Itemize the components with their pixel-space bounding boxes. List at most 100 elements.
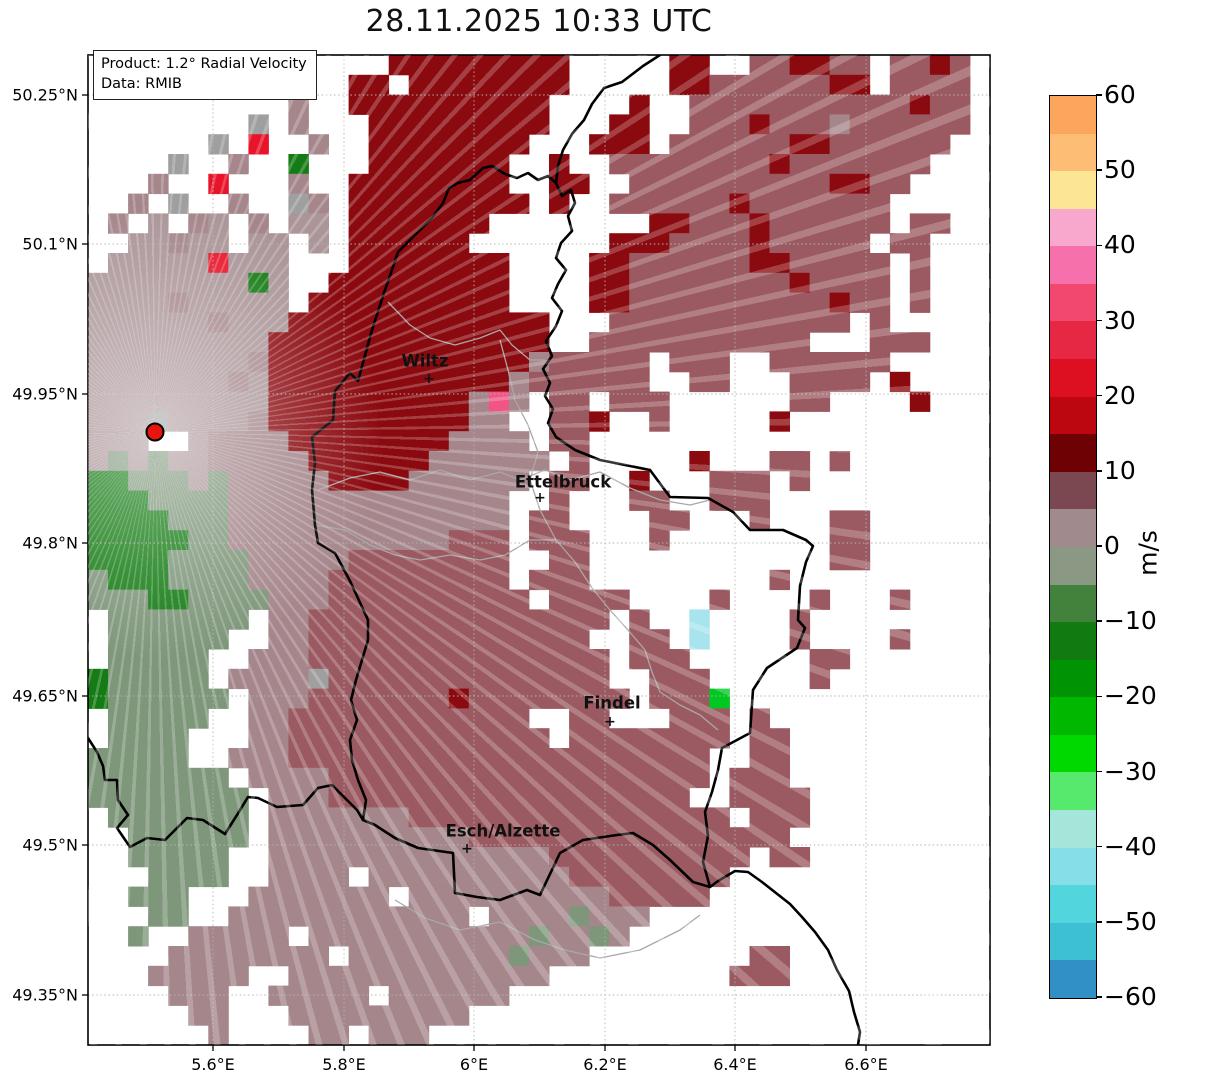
field-cell [749,55,770,76]
field-cell [248,886,269,907]
field-cell [508,767,530,789]
field-cell [328,807,349,828]
field-cell [288,767,309,789]
field-cell [709,233,730,254]
field-cell [789,609,811,630]
field-cell [629,94,650,115]
field-cell [649,728,670,749]
field-cell [529,55,550,76]
field-cell [328,847,349,868]
colorbar-tick-mark [1096,94,1102,96]
field-cell [108,688,129,709]
colorbar-tick-mark [1096,845,1102,848]
field-cell [368,391,390,412]
field-cell [468,371,490,393]
field-cell [288,550,309,571]
field-cell [188,708,209,729]
field-cell [408,787,430,808]
field-cell [589,589,610,610]
colorbar-segment [1050,885,1096,923]
field-cell [128,193,149,214]
field-cell [589,866,610,888]
field-cell [148,787,169,808]
field-cell [428,134,450,155]
y-tick-label: 49.8°N [22,533,78,553]
field-cell [448,965,470,987]
field-cell [488,767,510,789]
field-cell [368,352,390,373]
field-cell [468,470,490,492]
field-cell [709,74,730,96]
field-cell [388,787,410,808]
colorbar-tick-label: 0 [1104,530,1120,560]
field-cell [789,312,811,333]
field-cell [208,490,229,511]
field-cell [228,926,249,947]
field-cell [508,629,530,650]
field-cell [789,470,811,492]
field-cell [428,391,450,412]
field-cell [488,668,510,690]
field-cell [448,866,470,888]
field-cell [348,827,370,848]
field-cell [488,312,510,333]
field-cell [569,827,590,848]
field-cell [268,530,289,551]
field-cell [128,649,149,670]
field-cell [669,748,690,769]
field-cell [729,193,750,214]
field-cell [569,787,590,808]
field-cell [749,213,770,234]
field-cell [488,926,510,947]
field-cell [729,787,750,808]
field-cell [328,530,349,551]
field-cell [248,708,269,729]
field-cell [228,787,249,808]
field-cell [128,847,149,868]
field-cell [108,609,129,630]
field-cell [529,510,550,531]
field-cell [168,847,189,868]
field-cell [348,550,370,571]
field-cell [809,253,831,274]
field-cell [168,569,189,591]
field-cell [428,926,450,947]
field-cell [789,847,811,868]
field-cell [789,451,811,472]
field-cell [649,748,670,769]
field-cell [709,332,730,353]
field-cell [188,352,209,373]
field-cell [569,569,590,591]
field-cell [769,728,790,749]
field-cell [769,767,790,789]
field-cell [829,352,851,373]
field-cell [248,688,269,709]
field-cell [348,74,370,96]
field-cell [188,787,209,808]
field-cell [669,352,690,373]
field-cell [649,847,670,868]
field-cell [468,708,490,729]
field-cell [809,272,831,294]
field-cell [228,292,249,313]
field-cell [829,253,851,274]
field-cell [549,649,570,670]
field-cell [188,985,209,1006]
field-cell [428,708,450,729]
field-cell [809,292,831,313]
field-cell [328,926,349,947]
field-cell [408,866,430,888]
field-cell [188,649,209,670]
field-cell [448,767,470,789]
field-cell [589,807,610,828]
field-cell [308,688,329,709]
field-cell [629,728,650,749]
field-cell [288,748,309,769]
colorbar-segment [1050,584,1096,623]
field-cell [388,490,410,511]
field-cell [488,292,510,313]
field-cell [549,490,570,511]
field-cell [88,569,109,591]
field-cell [308,1005,329,1026]
field-cell [709,728,730,749]
